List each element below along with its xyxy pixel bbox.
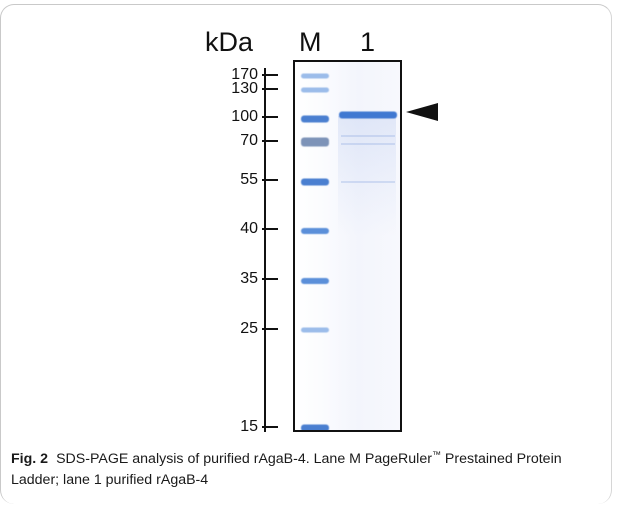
lane-label-m: M <box>299 27 322 57</box>
ladder-band <box>301 87 329 93</box>
marker-tick-35 <box>262 278 278 280</box>
arrowhead-left-icon <box>406 103 438 121</box>
target-protein-band <box>339 111 397 119</box>
ladder-band <box>301 178 329 186</box>
ladder-band <box>301 424 329 430</box>
marker-label-170: 170 <box>231 66 258 83</box>
marker-label-25: 25 <box>240 320 258 337</box>
gel-image <box>293 60 402 432</box>
figure-frame <box>0 4 612 504</box>
marker-tick-15 <box>262 426 278 428</box>
marker-tick-25 <box>262 328 278 330</box>
marker-label-15: 15 <box>240 418 258 435</box>
ladder-band <box>301 327 329 333</box>
caption-text-part-1: SDS-PAGE analysis of purified rAgaB-4. L… <box>56 451 432 467</box>
ladder-band <box>301 137 329 147</box>
marker-scale-line <box>264 68 266 432</box>
ladder-band <box>301 228 329 234</box>
ladder-band <box>301 73 329 79</box>
trademark-symbol: ™ <box>431 449 441 460</box>
marker-label-35: 35 <box>240 270 258 287</box>
marker-label-40: 40 <box>240 220 258 237</box>
marker-tick-130 <box>262 88 278 90</box>
marker-tick-70 <box>262 140 278 142</box>
ladder-band <box>301 278 329 284</box>
ladder-band <box>301 115 329 123</box>
marker-tick-100 <box>262 116 278 118</box>
lane-1-smear <box>338 116 396 236</box>
marker-label-130: 130 <box>231 80 258 97</box>
marker-tick-170 <box>262 74 278 76</box>
marker-label-70: 70 <box>240 132 258 149</box>
unit-label: kDa <box>205 27 254 57</box>
lane-1-faint-band <box>341 181 395 183</box>
marker-tick-55 <box>262 179 278 181</box>
caption-text-part-2: Prestained Protein Ladder; lane 1 purifi… <box>11 451 562 488</box>
marker-label-55: 55 <box>240 171 258 188</box>
marker-tick-40 <box>262 228 278 230</box>
lane-1-faint-band <box>341 135 395 137</box>
figure-number: Fig. 2 <box>11 451 49 467</box>
gel-background <box>295 62 400 430</box>
figure-caption: Fig. 2 SDS-PAGE analysis of purified rAga… <box>11 449 611 491</box>
lane-label-1: 1 <box>360 27 376 57</box>
lane-1-faint-band <box>341 143 395 145</box>
marker-label-100: 100 <box>231 108 258 125</box>
